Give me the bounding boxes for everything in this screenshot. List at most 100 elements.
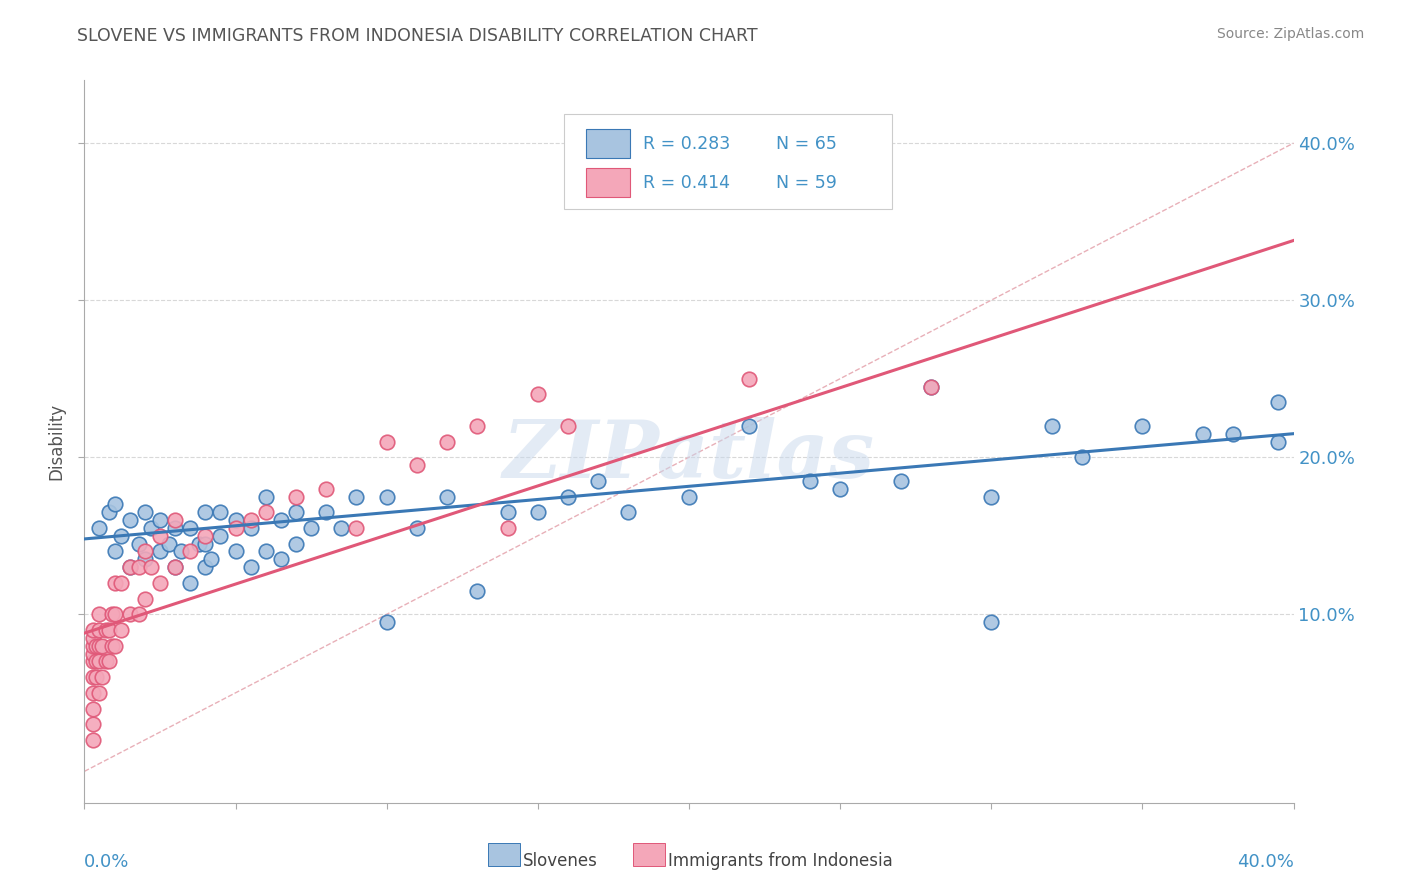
Point bbox=[118, 607, 141, 622]
Point bbox=[225, 544, 247, 558]
Point bbox=[149, 575, 172, 590]
Point bbox=[920, 379, 942, 393]
Point bbox=[285, 505, 308, 519]
Point bbox=[467, 418, 489, 433]
Point bbox=[104, 607, 127, 622]
Point bbox=[557, 418, 579, 433]
Point bbox=[82, 631, 104, 645]
Point bbox=[128, 607, 150, 622]
Point bbox=[149, 544, 172, 558]
Point bbox=[254, 505, 277, 519]
Point bbox=[436, 434, 458, 449]
Point bbox=[1267, 434, 1289, 449]
Text: Source: ZipAtlas.com: Source: ZipAtlas.com bbox=[1216, 27, 1364, 41]
Point bbox=[194, 560, 217, 574]
Point bbox=[104, 575, 127, 590]
Point bbox=[270, 513, 292, 527]
Point bbox=[1192, 426, 1215, 441]
Point bbox=[1267, 395, 1289, 409]
FancyBboxPatch shape bbox=[586, 169, 630, 196]
Text: R = 0.414: R = 0.414 bbox=[643, 174, 730, 192]
Point bbox=[134, 552, 156, 566]
Point bbox=[830, 482, 852, 496]
Point bbox=[270, 552, 292, 566]
Point bbox=[496, 521, 519, 535]
Point bbox=[134, 591, 156, 606]
Point bbox=[1130, 418, 1153, 433]
Point bbox=[89, 623, 111, 637]
Point bbox=[134, 505, 156, 519]
Point bbox=[110, 529, 132, 543]
FancyBboxPatch shape bbox=[633, 843, 665, 865]
FancyBboxPatch shape bbox=[488, 843, 520, 865]
Point bbox=[225, 521, 247, 535]
Point bbox=[89, 607, 111, 622]
Point bbox=[94, 623, 117, 637]
Point bbox=[128, 560, 150, 574]
Point bbox=[82, 686, 104, 700]
Point bbox=[97, 505, 120, 519]
Point bbox=[149, 529, 172, 543]
Text: Slovenes: Slovenes bbox=[523, 852, 598, 870]
Point bbox=[1222, 426, 1244, 441]
Point bbox=[104, 544, 127, 558]
Point bbox=[82, 647, 104, 661]
Point bbox=[285, 536, 308, 550]
Point bbox=[86, 670, 108, 684]
Point bbox=[617, 505, 640, 519]
Point bbox=[170, 544, 193, 558]
Point bbox=[346, 490, 368, 504]
Text: R = 0.283: R = 0.283 bbox=[643, 135, 730, 153]
Point bbox=[94, 655, 117, 669]
Point bbox=[738, 418, 761, 433]
Point bbox=[104, 497, 127, 511]
Point bbox=[920, 379, 942, 393]
Point bbox=[239, 560, 262, 574]
Point bbox=[104, 639, 127, 653]
Point bbox=[738, 372, 761, 386]
Point bbox=[194, 536, 217, 550]
Point bbox=[799, 474, 821, 488]
Point bbox=[82, 670, 104, 684]
Point bbox=[110, 623, 132, 637]
Point bbox=[100, 639, 122, 653]
Point bbox=[285, 490, 308, 504]
Point bbox=[89, 521, 111, 535]
Point bbox=[91, 670, 114, 684]
Point bbox=[179, 544, 201, 558]
Point bbox=[200, 552, 222, 566]
Point bbox=[209, 505, 232, 519]
Point bbox=[86, 639, 108, 653]
Point bbox=[100, 607, 122, 622]
Point bbox=[1071, 450, 1094, 465]
FancyBboxPatch shape bbox=[564, 114, 891, 209]
Point bbox=[128, 536, 150, 550]
Point bbox=[375, 434, 398, 449]
Point bbox=[118, 560, 141, 574]
Point bbox=[82, 701, 104, 715]
Text: 40.0%: 40.0% bbox=[1237, 854, 1294, 871]
Point bbox=[315, 482, 337, 496]
Point bbox=[330, 521, 353, 535]
Text: SLOVENE VS IMMIGRANTS FROM INDONESIA DISABILITY CORRELATION CHART: SLOVENE VS IMMIGRANTS FROM INDONESIA DIS… bbox=[77, 27, 758, 45]
Y-axis label: Disability: Disability bbox=[48, 403, 66, 480]
Point bbox=[209, 529, 232, 543]
Point bbox=[118, 560, 141, 574]
Point bbox=[134, 544, 156, 558]
Point bbox=[165, 513, 187, 527]
Point bbox=[496, 505, 519, 519]
Point bbox=[110, 575, 132, 590]
Point bbox=[678, 490, 700, 504]
Point bbox=[82, 733, 104, 747]
Point bbox=[91, 639, 114, 653]
Point bbox=[194, 505, 217, 519]
Point bbox=[97, 655, 120, 669]
Point bbox=[406, 458, 429, 472]
Point bbox=[139, 521, 162, 535]
Point bbox=[436, 490, 458, 504]
Point bbox=[179, 521, 201, 535]
Point bbox=[225, 513, 247, 527]
Point bbox=[375, 490, 398, 504]
Point bbox=[239, 513, 262, 527]
Text: Immigrants from Indonesia: Immigrants from Indonesia bbox=[668, 852, 893, 870]
